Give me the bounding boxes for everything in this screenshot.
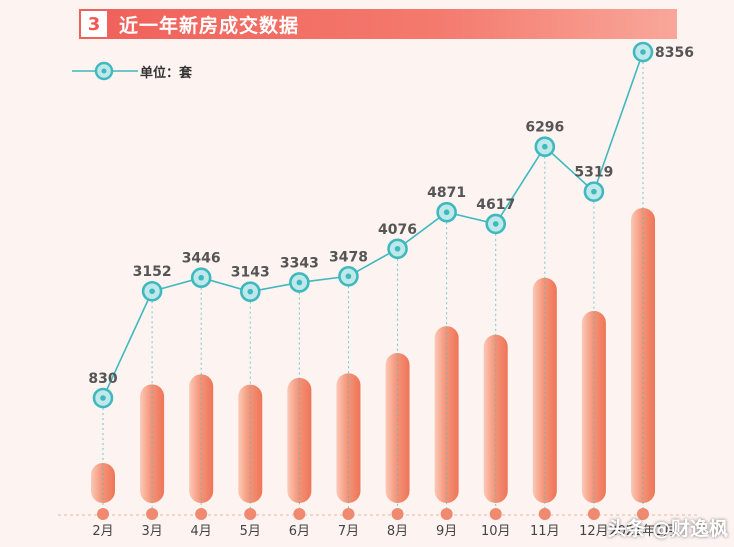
x-axis-marker — [97, 508, 109, 520]
x-tick-label: 5月 — [240, 524, 261, 539]
data-point-center — [100, 395, 106, 401]
data-point-center — [640, 49, 646, 55]
x-tick-label: 10月 — [481, 524, 511, 539]
data-point-center — [296, 279, 303, 286]
bar — [483, 334, 508, 503]
x-axis-marker — [440, 508, 453, 520]
data-point-center — [443, 209, 450, 216]
x-axis-marker — [195, 508, 208, 520]
bar — [238, 384, 263, 503]
x-tick-label: 8月 — [387, 524, 408, 539]
bar — [434, 326, 459, 503]
x-axis-marker — [538, 508, 551, 520]
x-tick-label: 4月 — [191, 524, 212, 539]
data-label: 5319 — [574, 165, 613, 181]
data-point-center — [345, 273, 352, 280]
legend: 单位：套 — [72, 60, 192, 82]
x-axis-marker — [391, 508, 404, 520]
data-label: 3143 — [231, 265, 270, 281]
data-label: 4871 — [427, 185, 466, 201]
data-label: 3152 — [133, 264, 172, 280]
data-label: 8356 — [655, 45, 694, 61]
x-axis-marker — [342, 508, 355, 520]
data-point-center — [198, 274, 204, 281]
data-point-center — [542, 143, 548, 150]
bar — [140, 384, 165, 503]
data-label: 830 — [88, 371, 117, 387]
x-tick-label: 9月 — [436, 524, 457, 539]
data-point-center — [394, 245, 401, 252]
x-axis-marker — [244, 508, 257, 520]
data-point-center — [492, 221, 499, 227]
bar — [631, 208, 655, 503]
x-tick-label: 3月 — [141, 524, 162, 539]
legend-label: 单位：套 — [140, 65, 193, 81]
title-bar: 3 近一年新房成交数据 — [79, 9, 677, 39]
x-tick-label: 6月 — [289, 524, 310, 539]
chart-title: 近一年新房成交数据 — [119, 14, 300, 37]
section-number: 3 — [81, 11, 107, 37]
data-point-center — [247, 288, 254, 295]
x-axis-marker — [637, 508, 649, 520]
data-point-center — [149, 288, 155, 295]
x-axis-marker — [146, 508, 159, 520]
data-label: 3343 — [280, 255, 319, 271]
data-label: 6296 — [525, 120, 564, 136]
x-tick-label: 7月 — [338, 524, 359, 539]
bar — [385, 353, 410, 503]
watermark-text: 头条 @财逸枫 — [607, 518, 728, 540]
data-point-center — [591, 188, 597, 195]
data-label: 4076 — [378, 222, 417, 238]
x-tick-label: 2月 — [92, 524, 113, 539]
data-label: 3446 — [182, 251, 221, 267]
series-line — [102, 51, 644, 399]
x-tick-label: 12月 — [579, 524, 609, 539]
x-axis-marker — [587, 508, 600, 520]
bar — [287, 377, 312, 503]
x-tick-label: 11月 — [530, 524, 560, 539]
data-label: 4617 — [476, 197, 515, 213]
x-axis-marker — [489, 508, 502, 520]
data-label: 3478 — [329, 249, 368, 265]
legend-marker-icon — [72, 61, 138, 81]
bar — [532, 277, 557, 503]
x-tick-label: 2021年1月 — [609, 524, 676, 539]
x-axis-marker — [293, 508, 306, 520]
